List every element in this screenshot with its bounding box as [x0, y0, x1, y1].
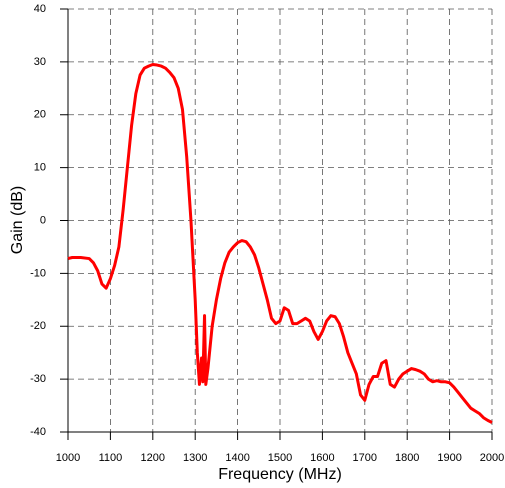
x-tick-label: 1500: [268, 452, 292, 464]
x-tick-label: 1400: [225, 452, 249, 464]
x-tick-label: 1800: [395, 452, 419, 464]
y-tick-label: 40: [34, 3, 46, 15]
y-tick-label: 30: [34, 56, 46, 68]
x-tick-label: 1000: [56, 452, 80, 464]
y-tick-label: -10: [30, 267, 46, 279]
x-tick-label: 1100: [99, 452, 123, 464]
y-tick-label: -30: [30, 373, 46, 385]
x-tick-label: 1200: [141, 452, 165, 464]
x-tick-label: 1700: [353, 452, 377, 464]
x-tick-label: 1600: [310, 452, 334, 464]
x-tick-label: 1900: [437, 452, 461, 464]
x-tick-label: 2000: [480, 452, 504, 464]
y-axis-title: Gain (dB): [9, 186, 26, 254]
x-axis-title: Frequency (MHz): [218, 466, 342, 483]
y-tick-label: -40: [30, 426, 46, 438]
data-line: [67, 63, 493, 424]
x-tick-label: 1300: [183, 452, 207, 464]
y-tick-label: 10: [34, 162, 46, 174]
y-tick-label: 20: [34, 109, 46, 121]
y-tick-label: 0: [40, 214, 46, 226]
y-tick-label: -20: [30, 320, 46, 332]
